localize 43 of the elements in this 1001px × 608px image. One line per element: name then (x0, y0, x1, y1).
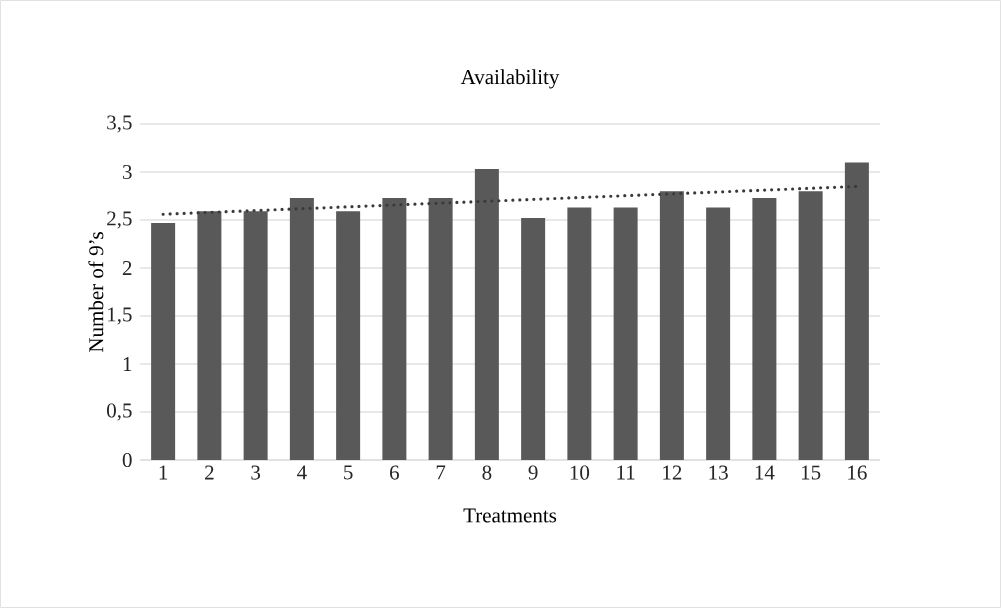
bar (474, 169, 499, 460)
bar (844, 162, 869, 460)
y-tick-label: 2,5 (107, 211, 132, 229)
y-tick-label: 1 (123, 357, 132, 371)
y-tick-label: 1,5 (108, 307, 132, 325)
x-tick-label: 4 (297, 465, 307, 480)
bar (243, 211, 268, 460)
y-tick-label: 2 (122, 261, 132, 275)
bar (752, 197, 777, 460)
x-tick-label: 12 (663, 465, 682, 480)
x-tick-label: 7 (436, 465, 446, 480)
x-tick-label: 6 (390, 465, 400, 480)
y-tick-label: 3 (122, 164, 132, 180)
x-tick-label: 10 (570, 465, 590, 480)
chart-title: Availability (460, 69, 560, 89)
x-tick-label: 2 (205, 465, 214, 480)
x-axis-title: Treatments (463, 508, 557, 523)
bar (197, 211, 222, 460)
bar (382, 197, 407, 460)
bar (798, 191, 823, 460)
bar (659, 191, 684, 460)
x-tick-label: 15 (801, 465, 821, 480)
bar (151, 222, 176, 460)
x-tick-label: 3 (251, 465, 261, 480)
x-tick-label: 5 (344, 465, 353, 480)
x-tick-label: 8 (482, 465, 492, 480)
bar (613, 207, 638, 460)
bar (706, 207, 731, 460)
y-tick-label: 3,5 (107, 115, 132, 133)
x-tick-label: 1 (159, 465, 168, 480)
x-tick-label: 16 (848, 465, 867, 480)
x-tick-label: 9 (528, 465, 538, 480)
bar (521, 218, 546, 460)
y-tick-label: 0,5 (107, 403, 132, 421)
bar (567, 207, 592, 460)
x-tick-label: 14 (755, 465, 775, 480)
bar (289, 197, 314, 460)
x-tick-label: 13 (709, 465, 728, 480)
bar (428, 197, 453, 460)
x-tick-label: 11 (617, 465, 635, 480)
bar (336, 211, 361, 460)
y-tick-label: 0 (122, 452, 132, 468)
y-axis-title: Number of 9’s (88, 232, 104, 353)
